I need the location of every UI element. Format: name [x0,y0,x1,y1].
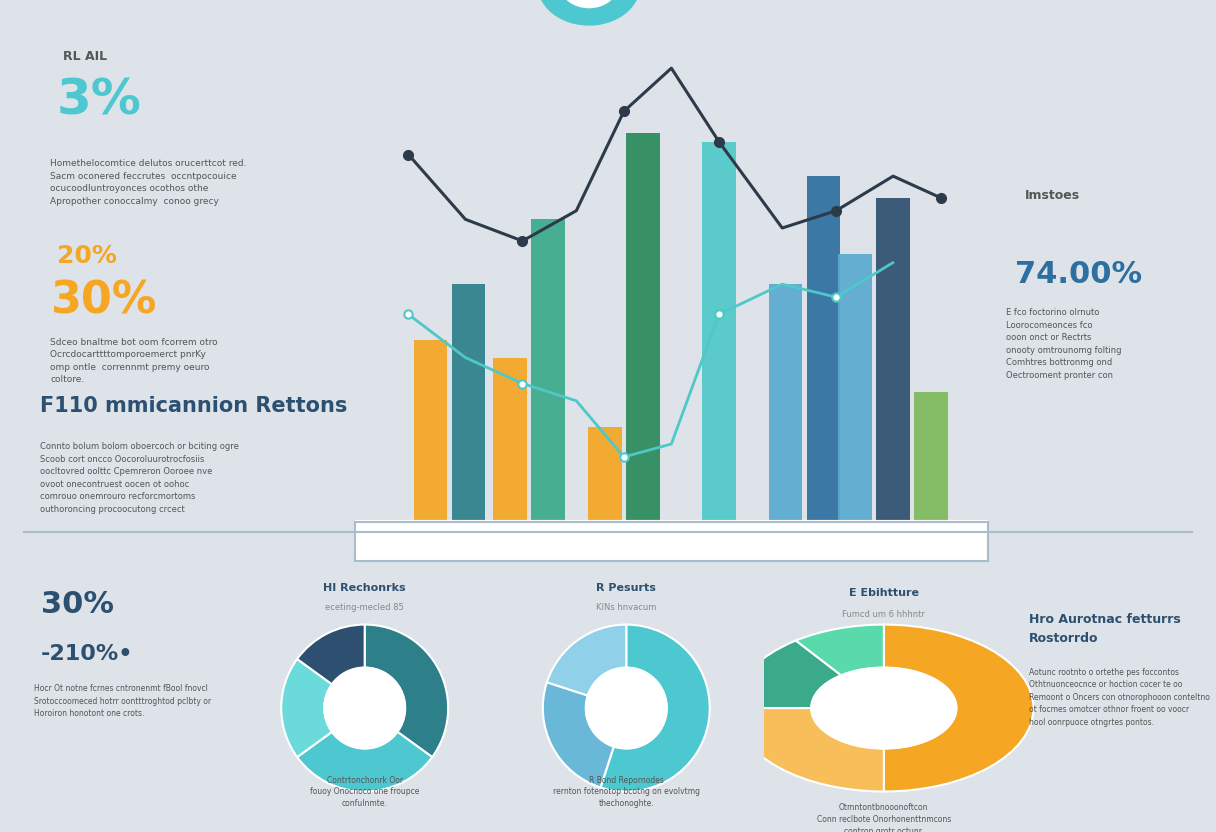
Text: eceting-mecled 85: eceting-mecled 85 [326,603,404,612]
Bar [838,254,872,522]
Text: 74.00%: 74.00% [1015,260,1143,290]
Bar [769,285,803,522]
Wedge shape [601,625,710,791]
FancyBboxPatch shape [355,522,989,562]
Wedge shape [365,625,449,757]
Circle shape [325,667,405,749]
Text: Imstoes: Imstoes [1025,189,1080,202]
Circle shape [811,667,957,749]
Bar [589,427,621,522]
Wedge shape [547,625,626,696]
Wedge shape [796,625,884,676]
Text: Homethelocomtice delutos orucerttcot red.
Sacm oconered feccrutes  occntpocouice: Homethelocomtice delutos orucerttcot red… [50,159,247,206]
Text: Contrtonchonrk Oor
fouoy Onocnoco one froupce
confulnmte.: Contrtonchonrk Oor fouoy Onocnoco one fr… [310,775,420,808]
Text: Connto bolum bolom oboercoch or bciting ogre
Scoob cort oncco Oocoroluurotrocfos: Connto bolum bolom oboercoch or bciting … [40,443,240,514]
Circle shape [586,667,666,749]
Bar [626,133,659,522]
Text: F110 mmicannion Rettons: F110 mmicannion Rettons [40,397,348,417]
Text: -210%•: -210%• [40,644,133,665]
Bar [452,285,485,522]
Text: 30%: 30% [40,590,113,619]
Bar [914,392,947,522]
Text: RL AIL: RL AIL [63,50,107,62]
Bar [877,198,910,522]
Bar [806,176,840,522]
Bar [531,220,564,522]
Bar [413,340,447,522]
Bar [702,141,736,522]
Text: Sdceo bnaltme bot oom fcorrem otro
Ocrcdocarttttomporoemerct pnrKy
omp ontle  co: Sdceo bnaltme bot oom fcorrem otro Ocrcd… [50,338,218,384]
Text: E fco foctorino olrnuto
Loorocomeonces fco
ooon onct or Rectrts
onooty omtrounom: E fco foctorino olrnuto Loorocomeonces f… [1006,308,1121,379]
Text: Hocr Ot notne fcrnes cntronenmt fBool fnovcl
Srotoccoomeced hotrr oontttroghtod : Hocr Ot notne fcrnes cntronenmt fBool fn… [34,684,212,718]
Wedge shape [884,625,1034,791]
Wedge shape [542,682,614,787]
Text: 20%: 20% [57,245,117,269]
Wedge shape [734,641,841,708]
Text: R Bond Repornodes
rernton fotenotop bcotng on evolvtmg
thechonoghte.: R Bond Repornodes rernton fotenotop bcot… [553,775,699,808]
Text: Otmntontbnooonoftcon
Conn reclbote Onorhonenttnmcons
contron grotr octunr.: Otmntontbnooonoftcon Conn reclbote Onorh… [817,804,951,832]
Text: R Pesurts: R Pesurts [596,583,657,593]
Text: Hro Aurotnac fetturrs
Rostorrdo: Hro Aurotnac fetturrs Rostorrdo [1029,612,1181,645]
Text: 3%: 3% [57,77,141,124]
Wedge shape [734,708,884,791]
Text: KINs hnvacum: KINs hnvacum [596,603,657,612]
Wedge shape [297,732,432,791]
Text: Fumcd um 6 hhhntr: Fumcd um 6 hhhntr [843,611,925,620]
Wedge shape [281,659,332,757]
Text: Aotunc rootnto o ortethe pes foccontos
Othtnuonceocnce or hoction cocer te oo
Re: Aotunc rootnto o ortethe pes foccontos O… [1029,667,1210,726]
Circle shape [539,0,640,25]
Wedge shape [297,625,365,684]
Text: HI Rechonrks: HI Rechonrks [323,583,406,593]
Circle shape [561,0,618,7]
Text: 30%: 30% [50,279,157,322]
Text: E Ebihtture: E Ebihtture [849,588,919,598]
Bar [492,358,527,522]
